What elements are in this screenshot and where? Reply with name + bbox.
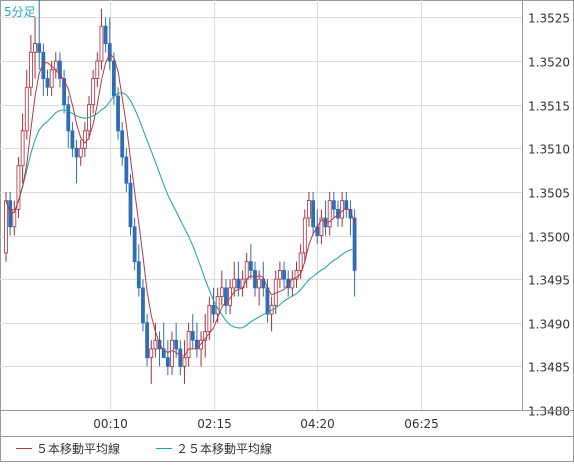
candle-body [261,278,266,289]
candle-body [82,130,87,149]
candle-body [253,270,257,289]
candle-body [174,339,179,350]
candle-body [182,357,187,367]
candle-body [136,261,141,289]
candle-body [348,208,353,219]
candle-body [45,78,50,88]
candle-body [170,339,174,367]
candle-body [153,339,158,350]
candle-body [232,278,237,289]
x-tick-label: 02:15 [197,417,232,431]
candle-body [294,270,299,280]
candle-body [282,270,286,280]
candle-body [66,104,71,132]
candle-body [211,304,216,315]
legend-item-ma25: ２５本移動平均線 [156,440,272,457]
candle-body [248,261,253,271]
legend-label-ma25: ２５本移動平均線 [176,442,273,456]
legend-swatch-ma25 [156,448,172,449]
candle-body [298,252,303,271]
candle-body [277,270,282,280]
candle-body [257,278,262,289]
candle-body [120,130,125,158]
candle-body [132,226,137,263]
candle-body [340,200,345,219]
candle-body [307,200,311,219]
legend: ５本移動平均線 ２５本移動平均線 [0,436,574,462]
x-tick-label: 04:20 [300,417,335,431]
candle-body [62,78,66,106]
candle-body [95,60,100,79]
candle-body [149,348,154,359]
candle-body [207,304,212,332]
candle-body [236,278,241,289]
candle-body [4,200,8,254]
candle-body [74,147,79,158]
candle-body [141,287,145,324]
candle-body [58,60,62,79]
candle-body [12,208,17,228]
candle-body [16,165,21,210]
x-tick-label: 06:25 [404,417,439,431]
ma5-line [5,53,356,357]
x-tick-label: 00:10 [93,417,128,431]
candle-body [219,287,224,297]
ma25-line [5,92,355,329]
candle-body [124,156,129,184]
candle-body [199,339,203,350]
candle-body [352,217,357,271]
candle-body [302,217,307,254]
candle-body [103,25,108,45]
y-tick-label: 1.3500 [528,231,570,245]
candle-body [244,261,249,280]
candle-body [37,43,42,53]
candle-body [78,147,83,158]
candle-body [319,217,324,236]
legend-item-ma5: ５本移動平均線 [16,440,120,457]
y-tick-label: 1.3490 [528,318,570,332]
candle-body [265,287,270,315]
candle-body [145,322,150,359]
candle-body [178,348,183,367]
candle-body [112,60,116,97]
y-tick-label: 1.3485 [528,361,570,375]
candle-body [99,25,104,62]
candle-body [91,78,96,106]
candle-body [327,200,332,228]
y-tick-label: 1.3505 [528,187,570,201]
candle-body [323,217,328,228]
candle-body [331,200,336,210]
candle-body [224,287,228,306]
candle-body [28,51,33,88]
y-tick-label: 1.3510 [528,143,570,157]
candle-body [128,182,133,228]
candle-body [49,69,54,88]
candle-body [165,357,170,367]
candle-body [24,86,29,132]
candle-body [107,43,112,62]
legend-swatch-ma5 [16,448,32,449]
candle-body [344,200,349,210]
y-tick-label: 1.3520 [528,56,570,70]
timeframe-label: 5分足 [4,5,36,19]
legend-label-ma5: ５本移動平均線 [36,442,121,456]
candle-body [116,95,120,132]
candle-body [20,130,25,167]
candle-body [161,348,166,359]
y-tick-label: 1.3495 [528,274,570,288]
y-tick-label: 1.3480 [528,405,570,419]
candle-body [311,200,316,228]
candle-body [70,130,75,149]
candle-body [190,331,195,341]
y-tick-label: 1.3525 [528,12,570,26]
candle-body [286,278,291,289]
candle-body [186,331,191,359]
y-tick-label: 1.3515 [528,100,570,114]
candle-body [33,43,37,53]
